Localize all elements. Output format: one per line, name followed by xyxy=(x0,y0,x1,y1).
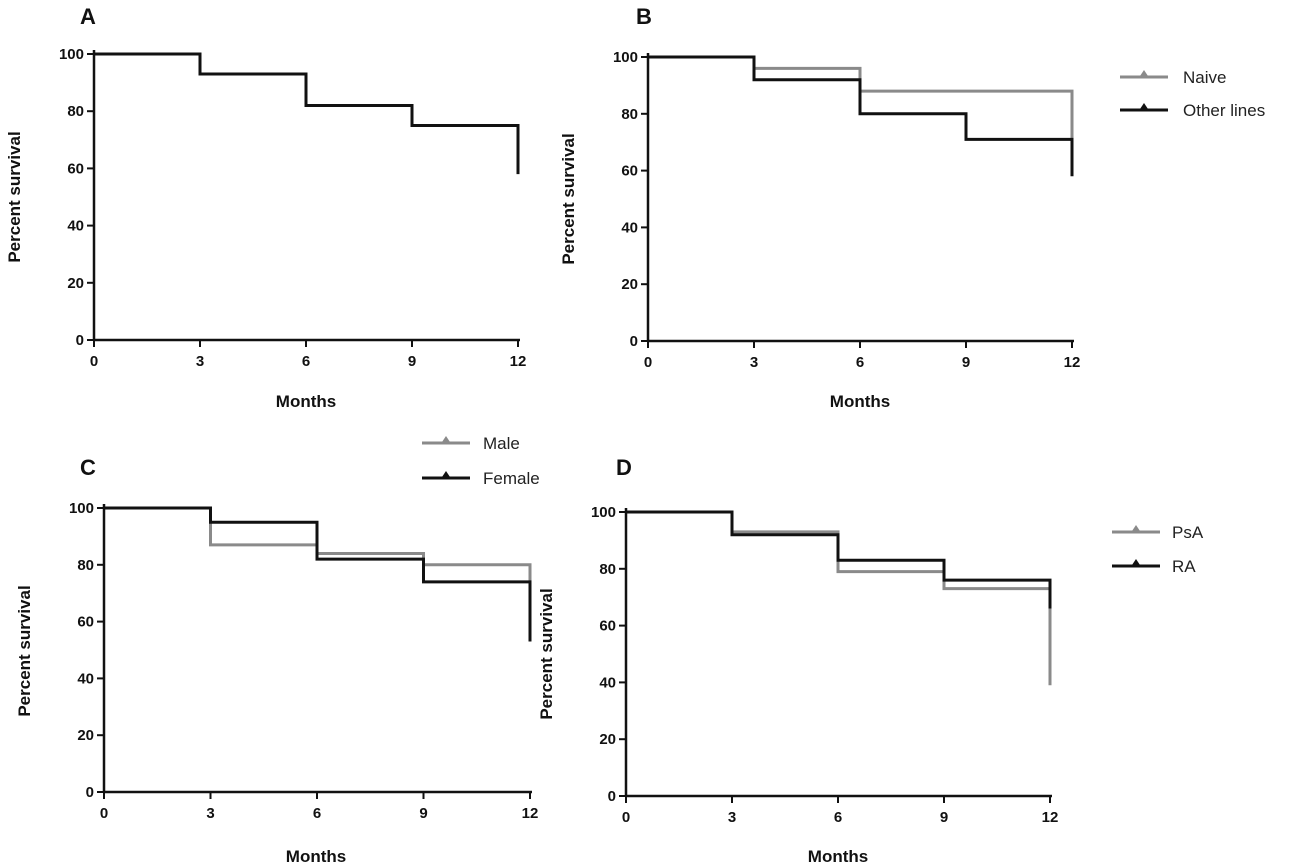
legend-label-other-lines: Other lines xyxy=(1183,101,1265,120)
legend-label-ra: RA xyxy=(1172,557,1196,576)
panel-letter-a: A xyxy=(80,4,96,29)
series-line-ra xyxy=(626,510,1052,609)
y-tick-label: 80 xyxy=(621,106,638,123)
y-tick-label: 80 xyxy=(599,561,616,578)
legend: PsA RA xyxy=(1112,523,1204,576)
x-tick-label: 9 xyxy=(419,805,427,822)
triangle-marker-icon xyxy=(1140,70,1148,76)
panel-letter-b: B xyxy=(636,4,652,29)
triangle-marker-icon xyxy=(1140,103,1148,109)
x-tick-label: 0 xyxy=(622,809,630,826)
y-axis-label: Percent survival xyxy=(537,588,556,719)
legend-label-male: Male xyxy=(483,434,520,453)
x-tick-label: 12 xyxy=(522,805,539,822)
series-line-other-lines xyxy=(648,55,1074,177)
x-tick-label: 0 xyxy=(100,805,108,822)
legend-label-female: Female xyxy=(483,469,540,488)
legend-item-psa: PsA xyxy=(1112,523,1204,542)
legend-item-male: Male xyxy=(422,434,520,453)
panel-a: A Percent survival Months 0 20 40 60 80 100 0 3… xyxy=(5,4,526,411)
x-tick-label: 3 xyxy=(196,353,204,370)
legend: Male Female xyxy=(422,434,540,488)
triangle-marker-icon xyxy=(1132,525,1140,531)
y-tick-label: 20 xyxy=(599,731,616,748)
y-tick-label: 100 xyxy=(613,49,638,66)
y-tick-label: 0 xyxy=(630,333,638,350)
panel-d: D Percent survival Months 0 20 40 60 80 100 0 3… xyxy=(537,455,1204,866)
series-layer xyxy=(94,52,520,175)
y-tick-label: 40 xyxy=(621,219,638,236)
series-layer xyxy=(626,510,1052,686)
triangle-marker-icon xyxy=(1132,559,1140,565)
y-tick-label: 60 xyxy=(77,614,94,631)
y-tick-label: 100 xyxy=(69,500,94,517)
y-tick-label: 20 xyxy=(621,276,638,293)
y-tick-label: 60 xyxy=(599,618,616,635)
panel-letter-d: D xyxy=(616,455,632,480)
x-tick-label: 0 xyxy=(644,354,652,371)
y-tick-label: 40 xyxy=(599,674,616,691)
legend-item-naive: Naive xyxy=(1120,68,1226,87)
legend-item-ra: RA xyxy=(1112,557,1196,576)
legend-label-psa: PsA xyxy=(1172,523,1204,542)
y-tick-label: 80 xyxy=(77,557,94,574)
series-layer xyxy=(648,55,1074,177)
x-axis-label: Months xyxy=(808,847,868,866)
y-tick-label: 40 xyxy=(67,218,84,235)
panel-letter-c: C xyxy=(80,455,96,480)
x-tick-label: 0 xyxy=(90,353,98,370)
y-tick-label: 20 xyxy=(67,275,84,292)
x-axis-label: Months xyxy=(830,392,890,411)
x-tick-label: 12 xyxy=(1042,809,1059,826)
y-tick-label: 0 xyxy=(86,784,94,801)
axis-ticks: 0 20 40 60 80 100 0 3 6 9 12 xyxy=(591,504,1058,826)
series-line-all xyxy=(94,52,520,175)
x-tick-label: 9 xyxy=(940,809,948,826)
y-tick-label: 100 xyxy=(59,46,84,63)
y-tick-label: 20 xyxy=(77,727,94,744)
triangle-marker-icon xyxy=(442,471,450,477)
y-tick-label: 0 xyxy=(76,332,84,349)
x-axis-label: Months xyxy=(276,392,336,411)
y-tick-label: 60 xyxy=(67,160,84,177)
axis-ticks: 0 20 40 60 80 100 0 3 6 9 12 xyxy=(59,46,526,370)
x-tick-label: 6 xyxy=(313,805,321,822)
legend-item-other-lines: Other lines xyxy=(1120,101,1265,120)
y-tick-label: 60 xyxy=(621,163,638,180)
legend: Naive Other lines xyxy=(1120,68,1265,120)
y-tick-label: 0 xyxy=(608,788,616,805)
panel-b: B Percent survival Months 0 20 40 60 80 100 0 3… xyxy=(559,4,1265,411)
y-axis-label: Percent survival xyxy=(5,131,24,262)
x-tick-label: 6 xyxy=(856,354,864,371)
x-tick-label: 9 xyxy=(962,354,970,371)
legend-label-naive: Naive xyxy=(1183,68,1226,87)
x-tick-label: 6 xyxy=(834,809,842,826)
x-tick-label: 6 xyxy=(302,353,310,370)
series-line-female xyxy=(104,506,532,642)
panel-c: C Percent survival Months 0 20 40 60 80 100 0 3… xyxy=(15,434,540,866)
x-tick-label: 12 xyxy=(1064,354,1081,371)
triangle-marker-icon xyxy=(442,436,450,442)
y-tick-label: 40 xyxy=(77,670,94,687)
x-tick-label: 3 xyxy=(728,809,736,826)
x-tick-label: 3 xyxy=(206,805,214,822)
y-tick-label: 80 xyxy=(67,103,84,120)
x-axis-label: Months xyxy=(286,847,346,866)
x-tick-label: 12 xyxy=(510,353,527,370)
axis-ticks: 0 20 40 60 80 100 0 3 6 9 12 xyxy=(69,500,538,822)
x-tick-label: 9 xyxy=(408,353,416,370)
series-layer xyxy=(104,506,532,642)
legend-item-female: Female xyxy=(422,469,540,488)
y-axis-label: Percent survival xyxy=(15,585,34,716)
x-tick-label: 3 xyxy=(750,354,758,371)
axis-ticks: 0 20 40 60 80 100 0 3 6 9 12 xyxy=(613,49,1080,371)
y-axis-label: Percent survival xyxy=(559,133,578,264)
y-tick-label: 100 xyxy=(591,504,616,521)
